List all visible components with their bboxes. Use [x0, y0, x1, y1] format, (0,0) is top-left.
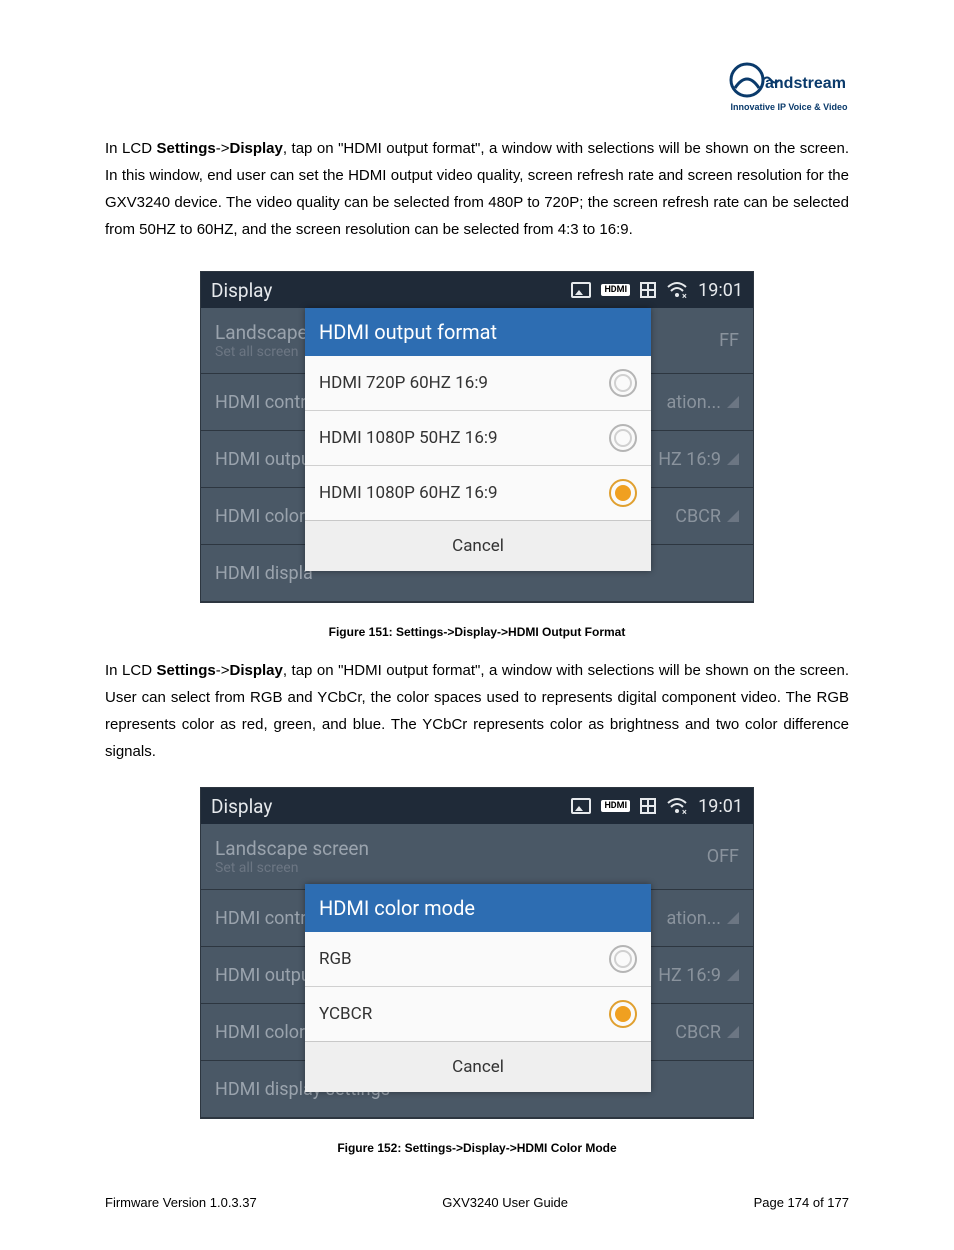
page-footer: Firmware Version 1.0.3.37 GXV3240 User G…	[105, 1195, 849, 1210]
radio-icon[interactable]	[609, 479, 637, 507]
radio-icon[interactable]	[609, 424, 637, 452]
cancel-button[interactable]: Cancel	[305, 521, 651, 571]
option-label: HDMI 720P 60HZ 16:9	[319, 373, 488, 393]
svg-text:×: ×	[682, 808, 687, 815]
paragraph-2: In LCD Settings->Display, tap on "HDMI o…	[105, 657, 849, 765]
dialog-hdmi-output-format: HDMI output format HDMI 720P 60HZ 16:9 HD…	[305, 308, 651, 571]
figure-caption-2: Figure 152: Settings->Display->HDMI Colo…	[105, 1141, 849, 1155]
triangle-icon	[727, 396, 739, 408]
hdmi-icon: HDMI	[601, 284, 630, 296]
triangle-icon	[727, 912, 739, 924]
picture-icon	[571, 282, 591, 298]
wifi-off-icon: ×	[666, 281, 688, 299]
option-label: HDMI 1080P 50HZ 16:9	[319, 428, 498, 448]
radio-icon[interactable]	[609, 945, 637, 973]
grid-icon	[640, 798, 656, 814]
footer-guide: GXV3240 User Guide	[442, 1195, 568, 1210]
titlebar: Display HDMI × 19:01	[201, 272, 753, 308]
picture-icon	[571, 798, 591, 814]
status-time: 19:01	[698, 796, 743, 817]
screen-title: Display	[211, 279, 272, 302]
cancel-button[interactable]: Cancel	[305, 1042, 651, 1092]
dialog-title: HDMI color mode	[305, 884, 651, 932]
screenshot-hdmi-color-mode: Display HDMI × 19:01	[200, 787, 754, 1119]
status-bar: HDMI × 19:01	[571, 280, 743, 301]
dialog-option[interactable]: YCBCR	[305, 987, 651, 1042]
brand-logo: andstream Innovative IP Voice & Video	[729, 60, 849, 112]
radio-icon[interactable]	[609, 369, 637, 397]
dialog-option[interactable]: HDMI 1080P 50HZ 16:9	[305, 411, 651, 466]
dialog-option[interactable]: HDMI 720P 60HZ 16:9	[305, 356, 651, 411]
dialog-title: HDMI output format	[305, 308, 651, 356]
svg-text:×: ×	[682, 292, 687, 299]
triangle-icon	[727, 1026, 739, 1038]
wifi-off-icon: ×	[666, 797, 688, 815]
paragraph-1: In LCD Settings->Display, tap on "HDMI o…	[105, 135, 849, 243]
dialog-option[interactable]: RGB	[305, 932, 651, 987]
option-label: RGB	[319, 949, 352, 969]
triangle-icon	[727, 453, 739, 465]
triangle-icon	[727, 510, 739, 522]
radio-icon[interactable]	[609, 1000, 637, 1028]
dialog-hdmi-color-mode: HDMI color mode RGB YCBCR Cancel	[305, 884, 651, 1092]
screenshot-hdmi-output-format: Display HDMI × 19:01	[200, 271, 754, 603]
status-bar: HDMI × 19:01	[571, 796, 743, 817]
dialog-option[interactable]: HDMI 1080P 60HZ 16:9	[305, 466, 651, 521]
titlebar: Display HDMI × 19:01	[201, 788, 753, 824]
option-label: YCBCR	[319, 1004, 372, 1024]
footer-page: Page 174 of 177	[754, 1195, 849, 1210]
hdmi-icon: HDMI	[601, 800, 630, 812]
grid-icon	[640, 282, 656, 298]
option-label: HDMI 1080P 60HZ 16:9	[319, 483, 498, 503]
triangle-icon	[727, 969, 739, 981]
figure-caption-1: Figure 151: Settings->Display->HDMI Outp…	[105, 625, 849, 639]
screen-title: Display	[211, 795, 272, 818]
brand-tagline: Innovative IP Voice & Video	[729, 102, 849, 112]
brand-text: andstream	[765, 75, 846, 92]
row-landscape[interactable]: Landscape screen Set all screen OFF	[201, 824, 753, 890]
footer-firmware: Firmware Version 1.0.3.37	[105, 1195, 257, 1210]
status-time: 19:01	[698, 280, 743, 301]
